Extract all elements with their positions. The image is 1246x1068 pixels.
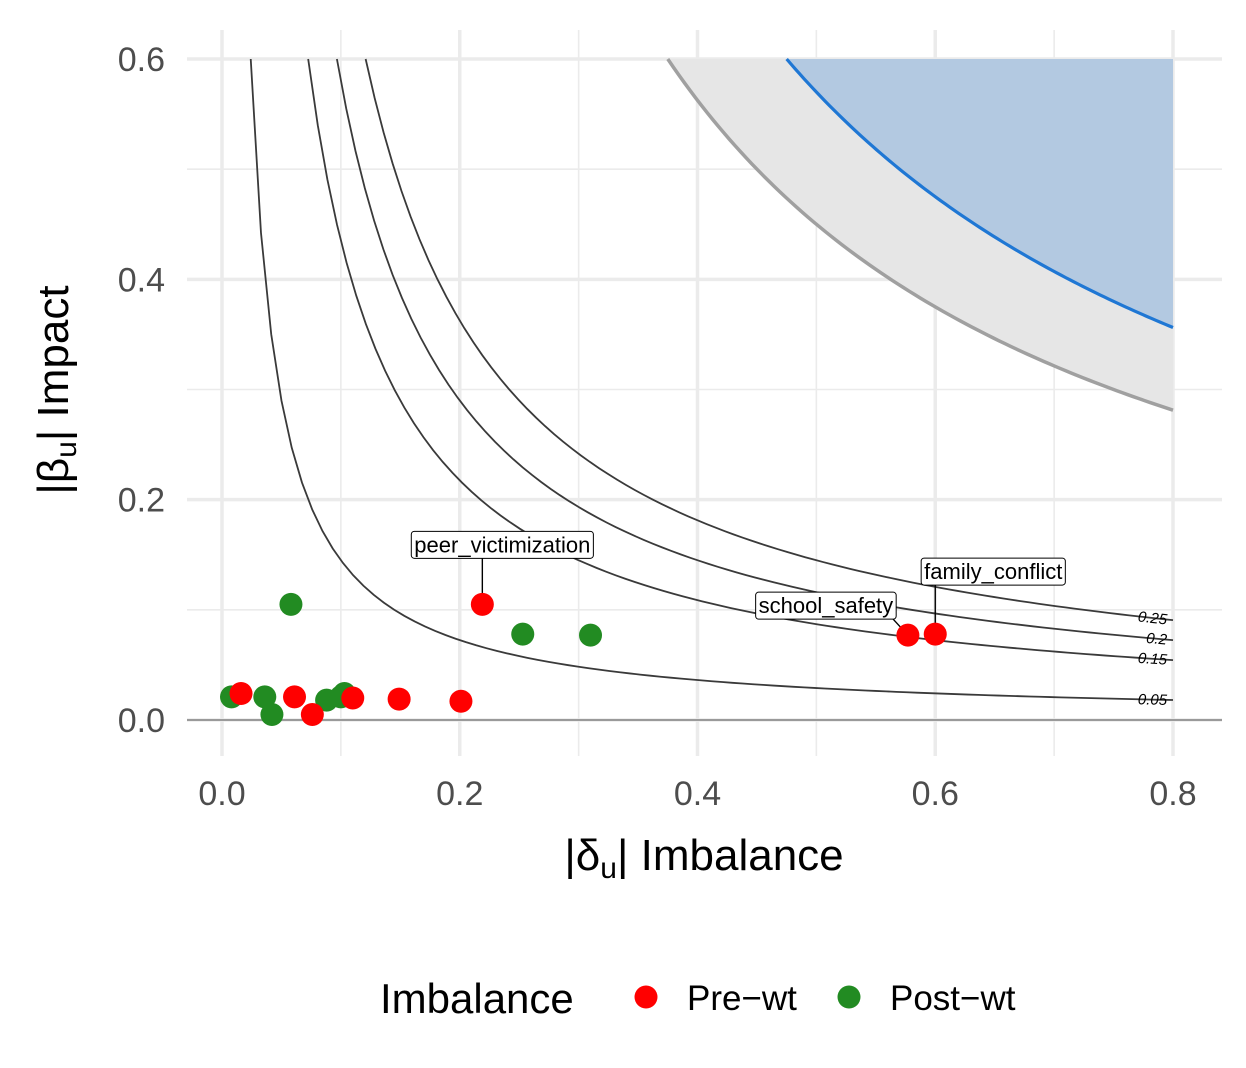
data-points [220, 592, 947, 726]
data-point [923, 622, 947, 646]
region-border [785, 57, 1174, 330]
contour-line [336, 58, 1174, 642]
y-tick-label: 0.4 [118, 261, 165, 299]
y-tick-label: 0.2 [118, 482, 165, 520]
shaded-band [667, 59, 1173, 411]
contour-lines [249, 58, 1174, 701]
y-tick-label: 0.0 [118, 702, 165, 740]
contour-label: 0.15 [1137, 650, 1168, 669]
contour-line [364, 58, 1174, 622]
contour-label: 0.05 [1138, 691, 1168, 709]
data-point [229, 682, 253, 706]
legend: Imbalance Pre−wt Post−wt [380, 975, 1016, 1022]
legend-label: Pre−wt [687, 979, 797, 1018]
point-label: peer_victimization [414, 532, 590, 557]
shaded-region [786, 58, 1173, 328]
x-tick-label: 0.6 [912, 775, 959, 813]
y-axis-title: |βu| Impact [29, 285, 83, 494]
contour-line [249, 58, 1174, 701]
y-tick-labels: 0.0 0.2 0.4 0.6 [118, 41, 165, 740]
point-label: school_safety [759, 593, 894, 618]
shaded-regions [666, 57, 1174, 412]
x-tick-label: 0.0 [198, 775, 245, 813]
data-point [260, 702, 284, 726]
data-point [449, 689, 473, 713]
point-label-box [920, 557, 1066, 586]
data-point [511, 622, 535, 646]
data-point [300, 702, 324, 726]
data-point [470, 592, 494, 616]
y-tick-label: 0.6 [118, 41, 165, 79]
band-lower-border [666, 58, 1174, 412]
contour-labels: 0.05 0.150.2 0.25 [1137, 608, 1168, 708]
data-point [283, 685, 307, 709]
point-label: family_conflict [924, 559, 1062, 584]
x-tick-label: 0.8 [1149, 775, 1196, 813]
data-point [341, 686, 365, 710]
data-point [387, 687, 411, 711]
legend-label: Post−wt [890, 979, 1016, 1018]
x-tick-labels: 0.0 0.2 0.4 0.6 0.8 [198, 775, 1196, 813]
data-point [253, 685, 277, 709]
x-axis-title: |δu| Imbalance [564, 831, 843, 885]
data-point [579, 623, 603, 647]
point-label-box [410, 530, 594, 559]
x-tick-label: 0.2 [436, 775, 483, 813]
legend-key [837, 985, 861, 1009]
contour-label: 0.25 [1137, 608, 1168, 628]
point-labels: peer_victimization school_safety family_co… [410, 530, 1066, 620]
legend-key [634, 985, 658, 1009]
contour-label: 0.2 [1146, 630, 1169, 649]
data-point [279, 592, 303, 616]
contour-line [307, 58, 1174, 661]
point-label-box [755, 591, 897, 620]
data-point [896, 623, 920, 647]
x-tick-label: 0.4 [674, 775, 721, 813]
legend-title: Imbalance [380, 975, 574, 1022]
